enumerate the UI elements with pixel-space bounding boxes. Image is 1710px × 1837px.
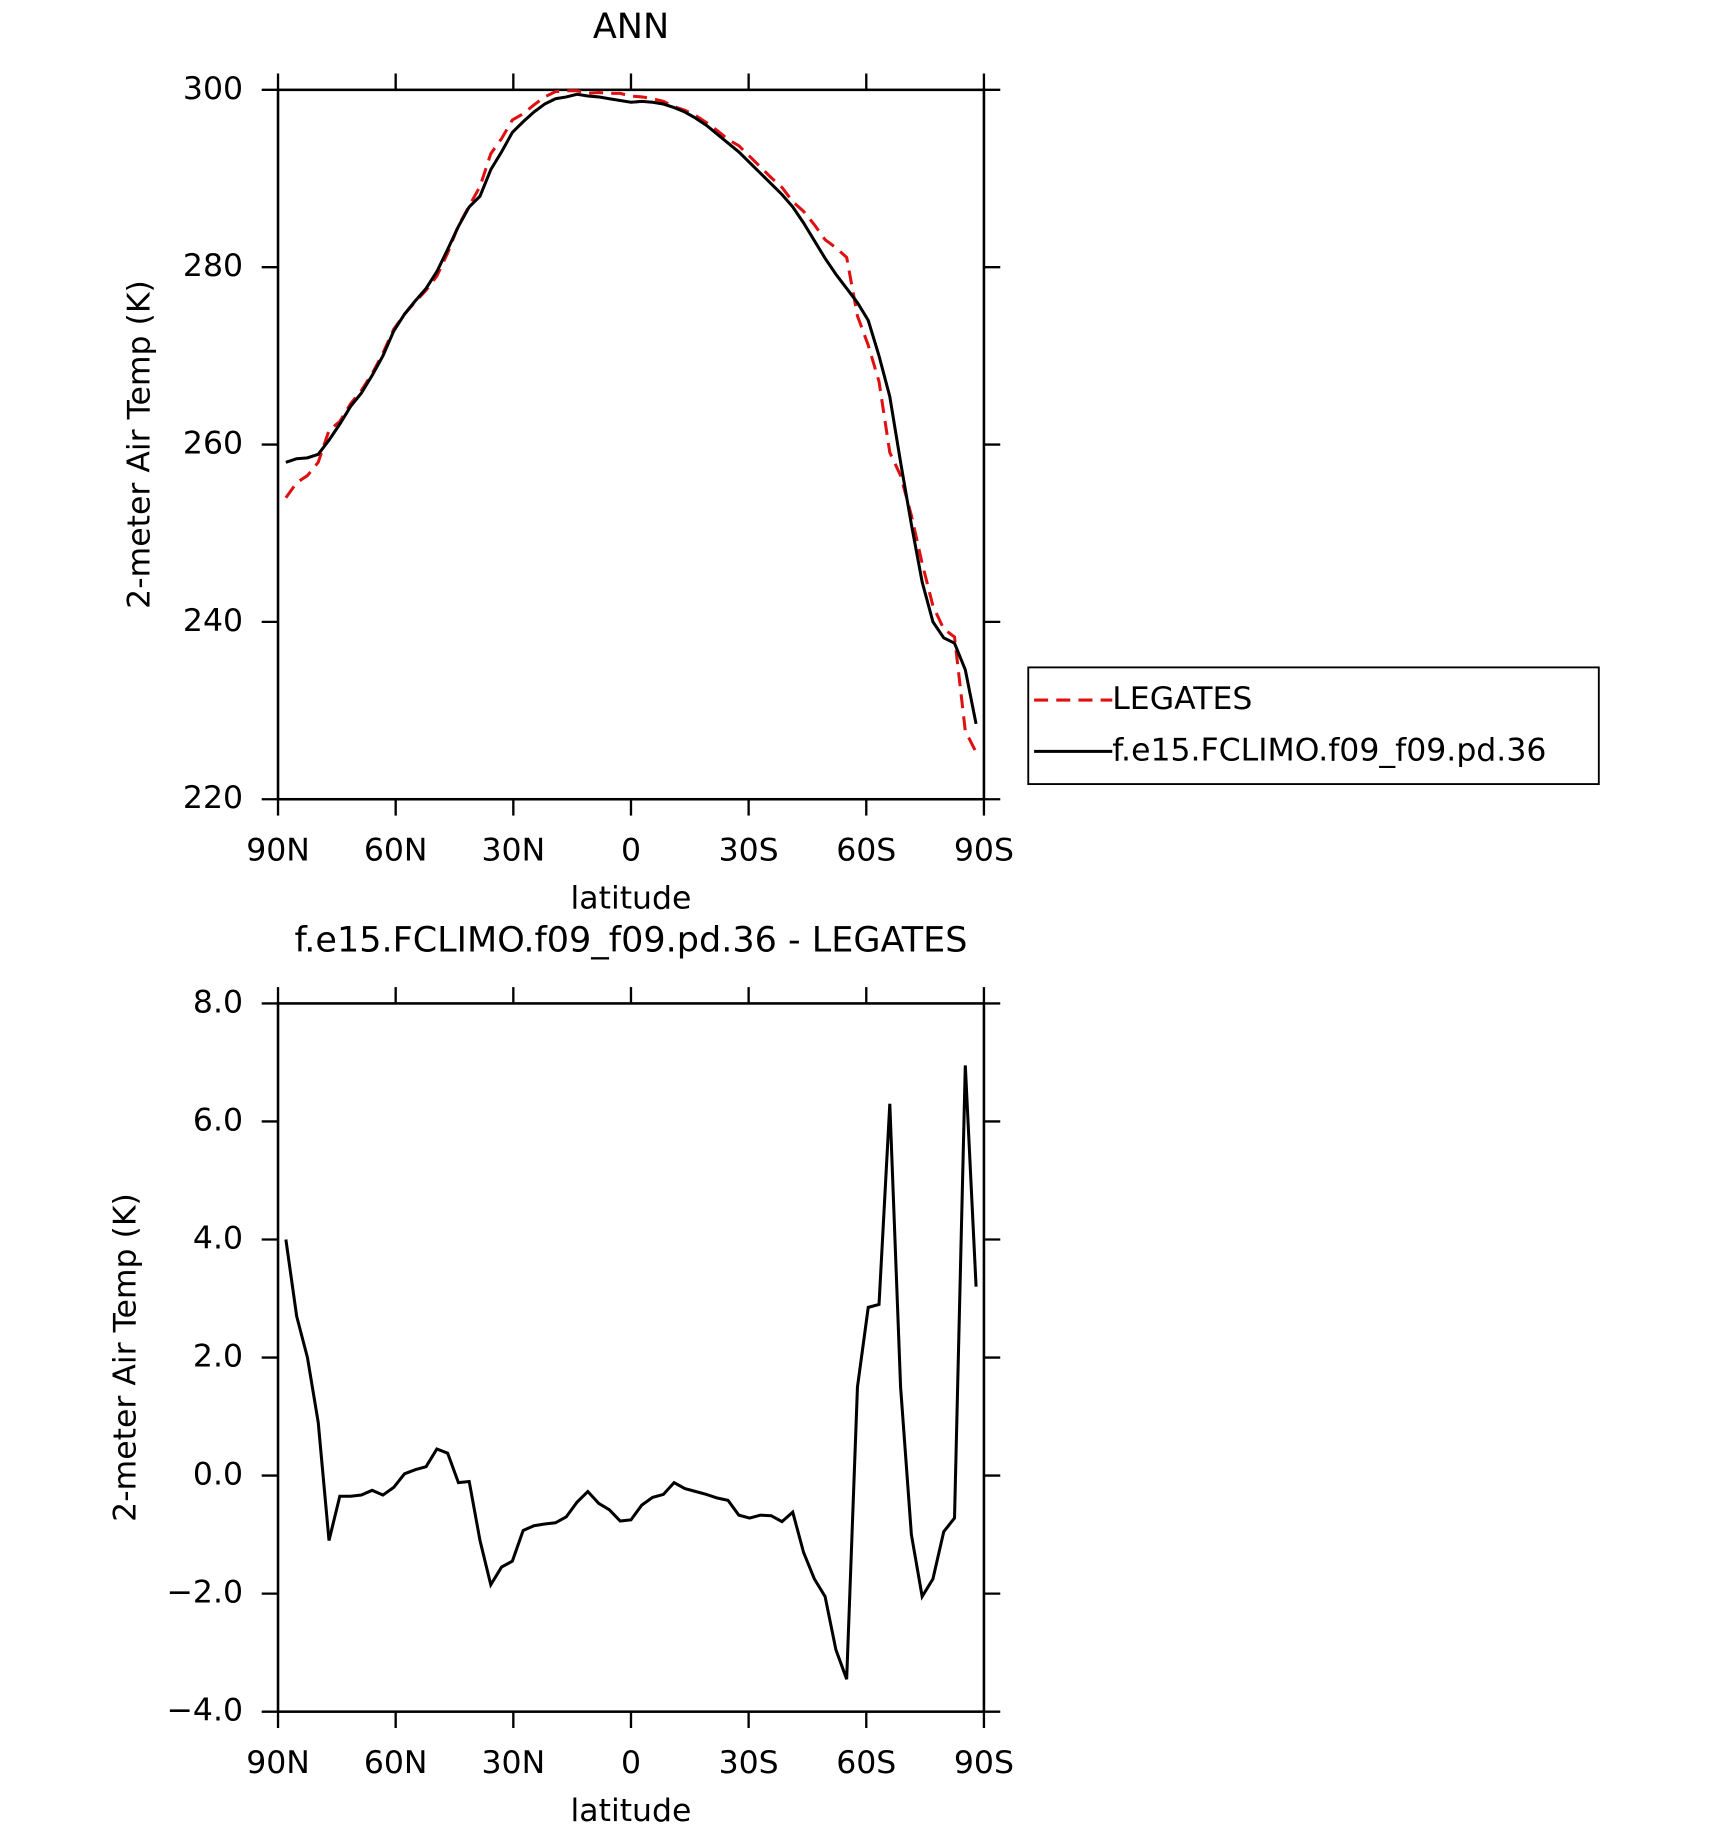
data-line	[285, 92, 978, 725]
x-tick-label: 30N	[482, 1745, 546, 1781]
chart-title: ANN	[593, 7, 669, 47]
legend-label: LEGATES	[1112, 681, 1252, 717]
x-tick-label: 90S	[954, 833, 1014, 869]
y-tick-label: 280	[183, 248, 243, 284]
x-tick-label: 90N	[246, 1745, 310, 1781]
data-line	[284, 89, 978, 753]
x-tick-label: 60S	[836, 833, 896, 869]
x-tick-label: 30S	[719, 833, 779, 869]
x-tick-label: 30S	[719, 1745, 779, 1781]
y-tick-label: −2.0	[167, 1575, 244, 1611]
x-tick-label: 0	[621, 1745, 641, 1781]
y-tick-label: 6.0	[193, 1102, 243, 1138]
y-axis-label: 2-meter Air Temp (K)	[121, 280, 157, 609]
y-tick-label: 0.0	[193, 1457, 243, 1493]
y-tick-label: 2.0	[193, 1339, 243, 1375]
x-axis-label: latitude	[571, 1793, 692, 1829]
x-tick-label: 60S	[836, 1745, 896, 1781]
y-tick-label: 4.0	[193, 1221, 243, 1257]
legend-box	[1027, 666, 1600, 786]
x-tick-label: 60N	[364, 1745, 428, 1781]
x-tick-label: 90S	[954, 1745, 1014, 1781]
plot-frame	[276, 1002, 986, 1713]
x-tick-label: 90N	[246, 833, 310, 869]
y-axis-label: 2-meter Air Temp (K)	[107, 1193, 143, 1522]
y-tick-label: 240	[183, 603, 243, 639]
x-tick-label: 30N	[482, 833, 546, 869]
plot-frame	[276, 88, 986, 801]
data-line	[284, 1065, 978, 1680]
chart-title: f.e15.FCLIMO.f09_f09.pd.36 - LEGATES	[295, 921, 968, 961]
y-tick-label: 260	[183, 426, 243, 462]
legend-label: f.e15.FCLIMO.f09_f09.pd.36	[1112, 732, 1546, 768]
x-tick-label: 0	[621, 833, 641, 869]
y-tick-label: 300	[183, 71, 243, 107]
y-tick-label: −4.0	[167, 1693, 244, 1729]
y-tick-label: 220	[183, 780, 243, 816]
x-axis-label: latitude	[571, 881, 692, 917]
y-tick-label: 8.0	[193, 984, 243, 1020]
x-tick-label: 60N	[364, 833, 428, 869]
